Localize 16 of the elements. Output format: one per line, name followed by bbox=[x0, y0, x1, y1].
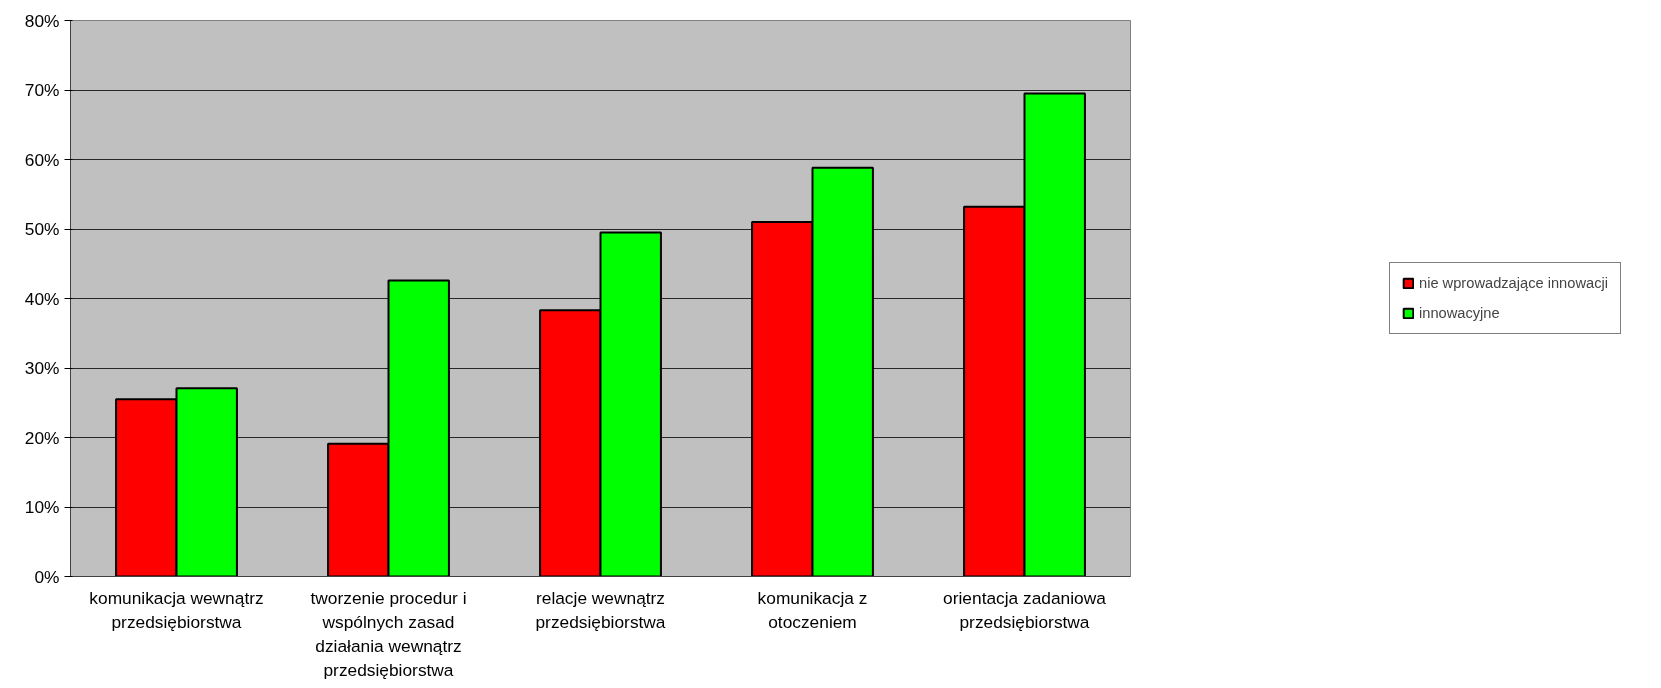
y-tick-label: 70% bbox=[24, 80, 60, 100]
y-tick-label: 0% bbox=[34, 566, 60, 587]
y-tick-label: 20% bbox=[24, 427, 60, 448]
y-tick-label: 60% bbox=[24, 149, 60, 170]
y-tick-label: 40% bbox=[24, 288, 60, 309]
x-tick-label: orientacja zadaniowa przedsiębiorstwa bbox=[943, 587, 1107, 632]
y-tick-label: 50% bbox=[24, 219, 60, 239]
x-tick-label: komunikacja z otoczeniem bbox=[757, 587, 868, 632]
x-tick-label: relacje wewnątrz przedsiębiorstwa bbox=[535, 587, 666, 632]
y-tick-label: 10% bbox=[24, 497, 60, 517]
y-tick-label: 30% bbox=[24, 358, 60, 378]
x-tick-label: tworzenie procedur i wspólnych zasad działania wewnątrz przedsiębiorstwa bbox=[310, 587, 467, 680]
x-tick-label: komunikacja wewnątrz przedsiębiorstwa bbox=[89, 587, 264, 632]
y-tick-label: 80% bbox=[24, 10, 60, 31]
legend-label: innowacyjne bbox=[1418, 305, 1500, 321]
legend-label: nie wprowadzające innowacji bbox=[1418, 275, 1609, 291]
